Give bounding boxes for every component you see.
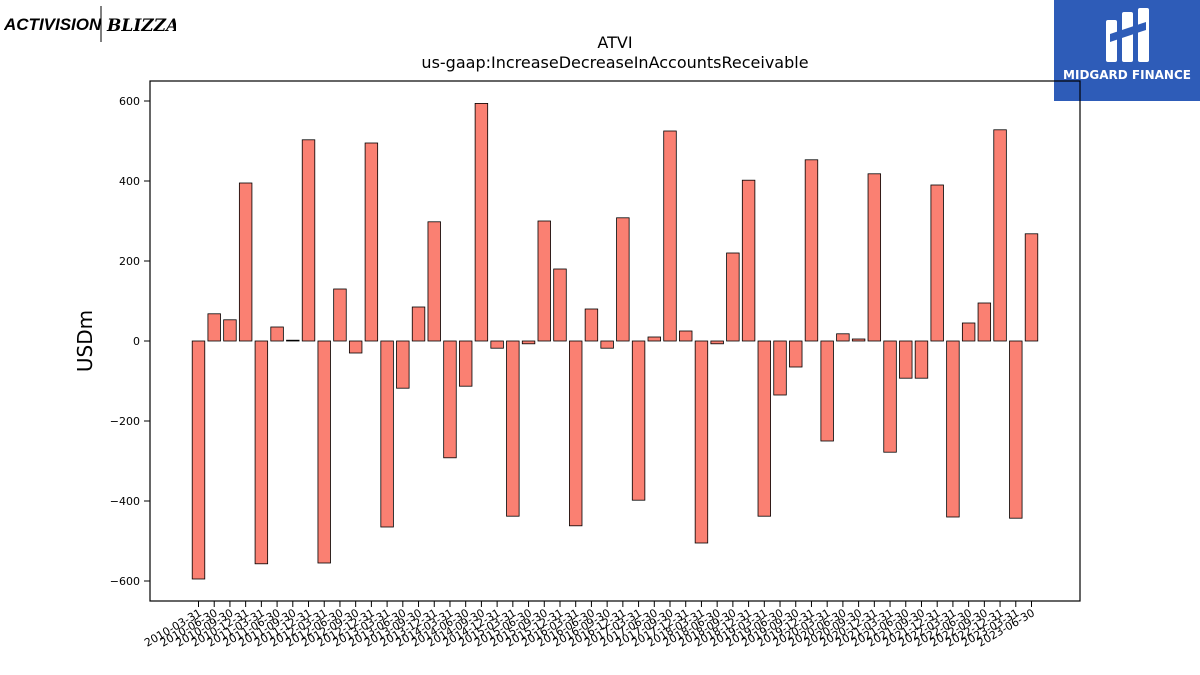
y-tick-label: −600 [110, 575, 140, 588]
bar-2018-06-30 [710, 340, 724, 345]
bar-2010-06-30 [207, 313, 221, 342]
y-tick-label: 200 [119, 255, 140, 268]
y-tick-label: 400 [119, 175, 140, 188]
bar-2011-03-31 [254, 340, 269, 565]
bar-2013-09-30 [411, 306, 426, 342]
bar-2014-09-30 [474, 103, 489, 342]
bar-2015-06-30 [521, 340, 536, 345]
bar-2017-12-31 [679, 330, 693, 342]
bar-2013-12-31 [427, 221, 441, 342]
bar-2022-12-31 [993, 129, 1007, 342]
bar-2015-03-31 [506, 340, 520, 517]
blizzard-wordmark: BLIZZARD [106, 16, 176, 36]
bar-2011-06-30 [270, 326, 284, 342]
plot-frame [149, 80, 1081, 602]
bar-2023-03-31 [1009, 340, 1023, 519]
bar-2012-03-31 [317, 340, 331, 564]
bar-2019-03-31 [757, 340, 771, 517]
bar-2014-06-30 [458, 340, 473, 387]
chart-subtitle: us-gaap:IncreaseDecreaseInAccountsReceiv… [421, 53, 808, 72]
bar-2011-09-30 [286, 339, 300, 342]
bar-2021-12-31 [930, 184, 944, 342]
bar-2013-06-30 [396, 340, 410, 389]
bar-2019-09-30 [789, 340, 803, 368]
bar-2018-03-31 [694, 340, 709, 544]
bar-2017-09-30 [663, 130, 677, 342]
activision-blizzard-logo: ACTIVISION BLIZZARD [4, 6, 176, 42]
bar-2010-03-31 [191, 340, 206, 580]
bar-2020-12-31 [867, 173, 882, 342]
x-axis: 2010-03-312010-06-302010-09-302010-12-31… [142, 601, 1037, 650]
bar-2014-03-31 [443, 340, 457, 459]
bar-2020-06-30 [836, 333, 850, 342]
bar-2010-09-30 [223, 319, 237, 342]
bar-2018-12-31 [741, 179, 756, 342]
midgard-finance-wordmark: MIDGARD FINANCE [1063, 68, 1191, 82]
bar-2022-09-30 [977, 302, 992, 342]
activision-wordmark: ACTIVISION [4, 15, 102, 34]
y-axis: −600 −400 −200 0 200 400 600 [110, 95, 150, 588]
y-axis-label: USDm [73, 310, 97, 372]
bar-2020-03-31 [820, 340, 834, 442]
bar-2021-09-30 [914, 340, 929, 379]
y-tick-label: −400 [110, 495, 140, 508]
midgard-emblem-icon [1106, 8, 1149, 62]
bar-2021-03-31 [883, 340, 897, 453]
bar-2014-12-31 [490, 340, 504, 349]
chart-title: ATVI [597, 33, 632, 52]
bar-2022-06-30 [961, 322, 976, 342]
bar-2016-12-31 [616, 217, 630, 342]
bar-2012-12-31 [364, 142, 379, 342]
bar-2022-03-31 [946, 340, 960, 518]
bar-2010-12-31 [238, 182, 253, 342]
bar-2021-06-30 [899, 340, 913, 379]
bar-2016-03-31 [569, 340, 583, 527]
bar-2015-09-30 [537, 220, 551, 342]
midgard-finance-logo: MIDGARD FINANCE [1054, 0, 1200, 101]
bar-2016-06-30 [584, 308, 599, 342]
bar-2020-09-30 [851, 338, 866, 342]
bar-2016-09-30 [600, 340, 614, 349]
bar-2018-09-30 [726, 252, 740, 342]
y-tick-label: 0 [133, 335, 140, 348]
bar-2013-03-31 [380, 340, 394, 528]
y-tick-label: 600 [119, 95, 140, 108]
bar-2017-03-31 [631, 340, 646, 501]
bar-2011-12-31 [301, 139, 316, 342]
y-tick-label: −200 [110, 415, 140, 428]
bar-series [191, 103, 1039, 580]
bar-2019-06-30 [773, 340, 787, 396]
bar-2012-06-30 [333, 288, 347, 342]
bar-2012-09-30 [348, 340, 363, 354]
bar-2017-06-30 [647, 336, 661, 342]
bar-2023-06-30 [1024, 233, 1039, 342]
bar-2015-12-31 [553, 268, 567, 342]
bar-2019-12-31 [804, 159, 819, 342]
